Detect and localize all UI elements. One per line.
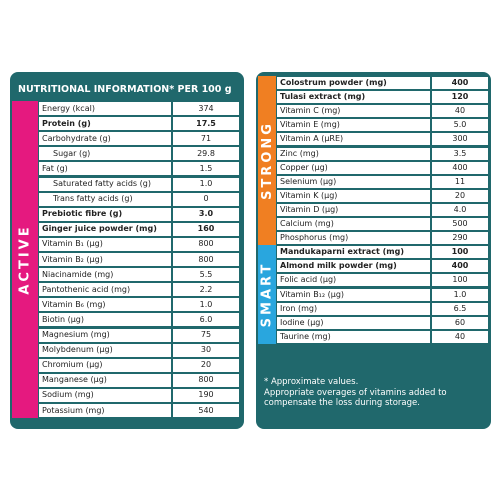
row-name: Vitamin D (µg) [276, 202, 431, 217]
row-name: Vitamin C (mg) [276, 104, 431, 119]
row-value: 71 [172, 131, 240, 147]
right-card: * Approximate values. Appropriate overage… [256, 72, 491, 429]
footnote-line: compensate the loss during storage. [264, 398, 420, 409]
row-name: Vitamin B₁₂ (µg) [276, 287, 431, 302]
side-label: ACTIVE [12, 101, 38, 419]
row-name: Taurine (mg) [276, 329, 431, 344]
row-name: Iodine (µg) [276, 315, 431, 330]
row-name: Vitamin A (µRE) [276, 132, 431, 147]
row-value: 11 [431, 174, 489, 189]
row-value: 160 [172, 221, 240, 237]
footnote-line: Appropriate overages of vitamins added t… [264, 387, 447, 398]
row-value: 400 [431, 76, 489, 91]
row-name: Chromium (µg) [38, 357, 172, 373]
row-value: 800 [172, 252, 240, 268]
row-value: 17.5 [172, 116, 240, 132]
row-value: 40 [431, 104, 489, 119]
row-value: 800 [172, 372, 240, 388]
row-name: Vitamin B₆ (mg) [38, 297, 172, 313]
row-value: 20 [431, 188, 489, 203]
footnote-line: * Approximate values. [264, 377, 359, 387]
row-value: 30 [172, 342, 240, 358]
row-value: 120 [431, 90, 489, 105]
row-value: 6.0 [172, 312, 240, 328]
row-name: Vitamin B₂ (µg) [38, 252, 172, 268]
row-value: 6.5 [431, 301, 489, 316]
row-name: Sugar (g) [38, 146, 172, 162]
row-name: Folic acid (µg) [276, 273, 431, 288]
row-value: 400 [431, 160, 489, 175]
row-name: Copper (µg) [276, 160, 431, 175]
row-value: 190 [172, 387, 240, 403]
row-name: Phosphorus (mg) [276, 231, 431, 246]
row-name: Sodium (mg) [38, 387, 172, 403]
row-name: Selenium (µg) [276, 174, 431, 189]
row-value: 60 [431, 315, 489, 330]
row-value: 1.5 [172, 161, 240, 177]
row-value: 1.0 [172, 297, 240, 313]
panel-title: NUTRITIONAL INFORMATION* PER 100 g [18, 84, 232, 95]
row-name: Ginger juice powder (mg) [38, 221, 172, 237]
row-name: Vitamin K (µg) [276, 188, 431, 203]
row-value: 374 [172, 101, 240, 117]
row-value: 5.5 [172, 267, 240, 283]
row-name: Trans fatty acids (g) [38, 191, 172, 207]
row-value: 100 [431, 273, 489, 288]
row-name: Magnesium (mg) [38, 327, 172, 343]
row-value: 4.0 [431, 202, 489, 217]
row-name: Colostrum powder (mg) [276, 76, 431, 91]
row-value: 290 [431, 231, 489, 246]
row-value: 20 [172, 357, 240, 373]
row-name: Iron (mg) [276, 301, 431, 316]
row-value: 400 [431, 259, 489, 274]
side-label-text: ACTIVE [17, 224, 33, 295]
row-name: Energy (kcal) [38, 101, 172, 117]
row-name: Zinc (mg) [276, 146, 431, 161]
row-value: 300 [431, 132, 489, 147]
row-value: 2.2 [172, 282, 240, 298]
row-name: Pantothenic acid (mg) [38, 282, 172, 298]
row-value: 540 [172, 403, 240, 419]
row-name: Vitamin B₁ (µg) [38, 236, 172, 252]
row-value: 0 [172, 191, 240, 207]
footnote: * Approximate values. Appropriate overage… [264, 377, 447, 409]
row-name: Molybdenum (µg) [38, 342, 172, 358]
row-name: Calcium (mg) [276, 217, 431, 232]
row-value: 29.8 [172, 146, 240, 162]
row-name: Mandukaparni extract (mg) [276, 245, 431, 260]
row-name: Manganese (µg) [38, 372, 172, 388]
row-value: 100 [431, 245, 489, 260]
side-label-text: STRONG [259, 121, 275, 201]
row-name: Carbohydrate (g) [38, 131, 172, 147]
row-value: 75 [172, 327, 240, 343]
row-name: Fat (g) [38, 161, 172, 177]
row-value: 500 [431, 217, 489, 232]
left-card: NUTRITIONAL INFORMATION* PER 100 g ACTIV… [10, 72, 244, 429]
row-name: Saturated fatty acids (g) [38, 176, 172, 192]
side-label: STRONG [258, 76, 276, 246]
row-name: Potassium (mg) [38, 403, 172, 419]
row-value: 1.0 [172, 176, 240, 192]
row-value: 3.5 [431, 146, 489, 161]
row-name: Almond milk powder (mg) [276, 259, 431, 274]
side-label: SMART [258, 245, 276, 344]
row-value: 3.0 [172, 206, 240, 222]
row-name: Niacinamide (mg) [38, 267, 172, 283]
row-name: Prebiotic fibre (g) [38, 206, 172, 222]
side-label-text: SMART [259, 261, 275, 328]
row-name: Tulasi extract (mg) [276, 90, 431, 105]
row-name: Vitamin E (mg) [276, 118, 431, 133]
row-value: 1.0 [431, 287, 489, 302]
row-name: Protein (g) [38, 116, 172, 132]
row-value: 800 [172, 236, 240, 252]
row-name: Biotin (µg) [38, 312, 172, 328]
row-value: 5.0 [431, 118, 489, 133]
row-value: 40 [431, 329, 489, 344]
